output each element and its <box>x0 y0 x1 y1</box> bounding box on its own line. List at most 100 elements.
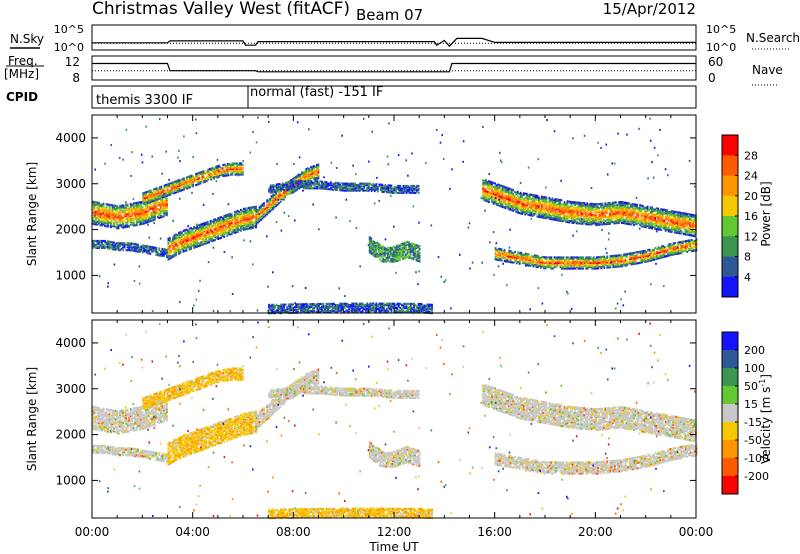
power-echo-cell <box>126 218 129 221</box>
power-echo-cell <box>154 196 157 199</box>
nsearch-tick-top: 10^5 <box>706 23 736 36</box>
power-echo-cell <box>205 240 207 243</box>
power-echo-cell <box>197 238 200 241</box>
power-echo-cell <box>126 243 129 246</box>
power-echo-cell <box>96 201 99 204</box>
power-echo-cell <box>190 174 193 177</box>
power-echo-cell <box>223 219 226 222</box>
power-echo-cell <box>153 207 156 210</box>
power-echo-cell <box>250 207 253 210</box>
power-echo-cell <box>140 216 143 219</box>
power-echo-cell <box>99 214 102 217</box>
power-echo-cell <box>188 227 191 230</box>
power-echo-cell <box>249 213 251 216</box>
power-echo-cell <box>200 228 203 231</box>
power-echo-cell <box>244 224 247 227</box>
power-echo-cell <box>240 163 243 166</box>
power-echo-cell <box>290 190 293 193</box>
power-echo-cell <box>296 178 299 181</box>
power-echo-cell <box>176 247 179 250</box>
power-echo-cell <box>311 172 314 175</box>
power-echo-cell <box>278 185 281 188</box>
power-echo-cell <box>292 187 295 190</box>
power-echo-cell <box>205 242 207 245</box>
power-echo-cell <box>116 242 118 245</box>
power-echo-cell <box>255 226 257 229</box>
power-echo-cell <box>244 225 247 228</box>
power-echo-cell <box>141 245 144 248</box>
power-echo-cell <box>196 245 198 248</box>
power-echo-cell <box>222 173 225 176</box>
power-echo-cell <box>289 185 292 188</box>
power-echo-cell <box>279 196 282 199</box>
power-echo-cell <box>237 221 239 224</box>
power-echo-cell <box>170 241 173 244</box>
power-echo-cell <box>143 197 146 200</box>
power-echo-cell <box>178 233 180 236</box>
power-echo-cell <box>257 210 259 213</box>
power-echo-cell <box>138 205 141 208</box>
power-echo-cell <box>249 209 251 212</box>
power-echo-cell <box>123 213 126 216</box>
power-echo-cell <box>275 196 277 199</box>
power-echo-cell <box>417 187 420 190</box>
power-echo-cell <box>269 203 271 206</box>
power-echo-cell <box>193 246 195 249</box>
power-echo-cell <box>506 206 508 209</box>
power-echo-cell <box>158 254 161 257</box>
power-echo-cell <box>111 205 114 208</box>
power-echo-cell <box>313 183 316 186</box>
power-echo-cell <box>95 201 97 204</box>
power-echo-cell <box>188 242 191 245</box>
power-echo-cell <box>140 213 143 216</box>
power-echo-cell <box>240 172 243 175</box>
power-echo-cell <box>229 165 232 168</box>
power-echo-cell <box>291 191 294 194</box>
power-echo-cell <box>175 184 178 187</box>
power-echo-cell <box>235 231 238 234</box>
power-echo-cell <box>236 162 238 165</box>
power-echo-cell <box>196 224 198 228</box>
power-echo-cell <box>178 248 180 251</box>
power-echo-cell <box>240 221 242 224</box>
power-echo-cell <box>316 164 318 167</box>
power-echo-cell <box>138 201 141 204</box>
power-echo-cell <box>197 224 200 227</box>
power-echo-cell <box>207 170 210 173</box>
power-echo-cell <box>122 225 124 228</box>
power-echo-cell <box>642 222 644 225</box>
power-echo-cell <box>168 185 170 188</box>
power-echo-cell <box>161 210 164 213</box>
power-echo-cell <box>122 249 124 252</box>
power-echo-cell <box>169 251 171 255</box>
power-echo-cell <box>128 211 130 214</box>
power-echo-cell <box>152 195 155 198</box>
power-echo-cell <box>203 238 206 241</box>
power-echo-cell <box>306 170 309 173</box>
power-echo-cell <box>161 202 164 205</box>
power-echo-cell <box>611 201 614 204</box>
power-echo-cell <box>178 241 180 244</box>
power-echo-cell <box>163 184 166 187</box>
power-echo-cell <box>178 180 181 183</box>
power-echo-cell <box>146 252 149 255</box>
power-echo-cell <box>95 212 97 215</box>
power-echo-cell <box>152 247 155 250</box>
power-echo-cell <box>167 241 170 244</box>
power-echo-cell <box>596 203 599 206</box>
power-echo-cell <box>110 240 112 244</box>
power-echo-cell <box>215 219 218 222</box>
power-echo-cell <box>200 224 203 227</box>
power-echo-cell <box>273 198 276 201</box>
power-echo-cell <box>116 206 118 209</box>
power-echo-cell <box>244 207 247 210</box>
power-echo-cell <box>211 169 214 172</box>
power-echo-cell <box>238 216 241 219</box>
power-echo-cell <box>155 251 158 254</box>
power-echo-cell <box>152 192 155 195</box>
power-echo-cell <box>202 226 204 229</box>
power-echo-cell <box>170 240 173 243</box>
power-echo-cell <box>146 250 149 253</box>
power-echo-cell <box>180 182 182 185</box>
power-echo-cell <box>107 244 109 247</box>
